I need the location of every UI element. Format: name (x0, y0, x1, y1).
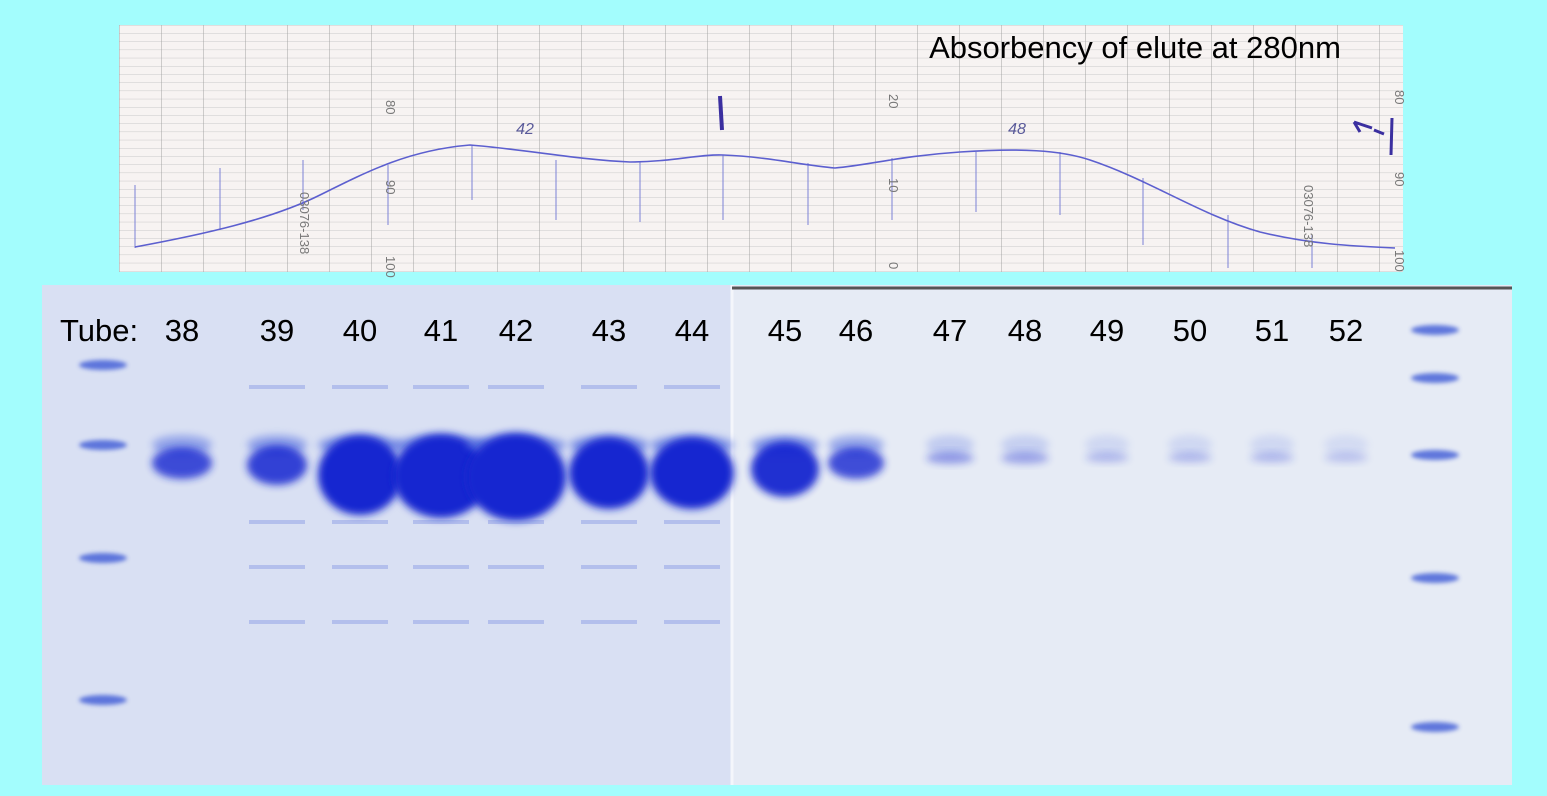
scale-label: 90 (383, 180, 398, 194)
protein-band-smear (1085, 435, 1129, 455)
protein-band (569, 437, 649, 509)
marker-band (1411, 450, 1459, 460)
gel-panel: Tube: 38 39 40 41 42 43 44 45 46 47 48 49 50 51 52 (42, 285, 1512, 785)
lane-label: 45 (768, 313, 802, 348)
lane-label: 48 (1008, 313, 1042, 348)
lane-label: 44 (675, 313, 709, 348)
minor-band (332, 385, 388, 389)
pen-mark (718, 95, 724, 131)
protein-band (926, 452, 974, 464)
lane-label: 47 (933, 313, 967, 348)
minor-band (413, 565, 469, 569)
minor-band (249, 620, 305, 624)
marker-band (1411, 325, 1459, 335)
trace-title: Absorbency of elute at 280nm (929, 30, 1341, 65)
minor-band (488, 385, 544, 389)
minor-band (664, 520, 720, 524)
lane-label: 39 (260, 313, 294, 348)
minor-band (413, 520, 469, 524)
protein-band (1324, 452, 1368, 463)
lane-label: 38 (165, 313, 199, 348)
minor-band (249, 385, 305, 389)
minor-band (249, 565, 305, 569)
gel-right (732, 285, 1512, 785)
paper-grid (119, 25, 1403, 272)
peak-label: 48 (1008, 121, 1026, 138)
pen-mark (1352, 117, 1394, 156)
marker-band (79, 440, 127, 450)
protein-band (1085, 452, 1129, 463)
absorbance-trace (134, 144, 1396, 249)
scale-label: 90 (1392, 172, 1407, 186)
protein-band-smear (926, 435, 974, 455)
paper-code: 03076-138 (1301, 185, 1316, 247)
protein-band (1001, 452, 1049, 464)
minor-band (664, 620, 720, 624)
minor-band (332, 620, 388, 624)
lane-labels: 38 39 40 41 42 43 44 45 46 47 48 49 50 51 52 (165, 313, 1363, 348)
minor-band (488, 620, 544, 624)
protein-band (466, 433, 566, 521)
marker-band (1411, 573, 1459, 583)
protein-band-smear (1324, 435, 1368, 455)
minor-band (581, 520, 637, 524)
marker-band (1411, 722, 1459, 732)
scale-label: 80 (383, 100, 398, 114)
fraction-ticks (134, 145, 1313, 268)
protein-band (828, 447, 884, 479)
scale-label: 0 (886, 262, 901, 269)
lane-label: 52 (1329, 313, 1363, 348)
minor-band (664, 385, 720, 389)
bands (79, 325, 1459, 732)
minor-band (413, 620, 469, 624)
protein-band (247, 445, 307, 485)
gel-left (42, 285, 732, 785)
lane-label: 40 (343, 313, 377, 348)
minor-band (664, 565, 720, 569)
minor-band (413, 385, 469, 389)
minor-band (581, 620, 637, 624)
marker-band (1411, 373, 1459, 383)
lane-label: 46 (839, 313, 873, 348)
protein-band-smear (1250, 435, 1294, 455)
scale-label: 10 (886, 178, 901, 192)
protein-band (751, 441, 819, 497)
protein-band (650, 437, 734, 509)
protein-band (1250, 452, 1294, 463)
lane-label: 42 (499, 313, 533, 348)
protein-band-smear (1001, 435, 1049, 455)
lane-label: 49 (1090, 313, 1124, 348)
minor-band (581, 565, 637, 569)
lane-label: 50 (1173, 313, 1207, 348)
trace-panel: Absorbency of elute at 280nm 42 48 80 90… (119, 25, 1407, 278)
lane-label: 41 (424, 313, 458, 348)
minor-band (581, 385, 637, 389)
minor-band (488, 565, 544, 569)
protein-band-smear (1168, 435, 1212, 455)
scale-label: 100 (383, 256, 398, 278)
tube-prefix: Tube: (60, 313, 138, 348)
peak-label: 42 (516, 121, 534, 138)
scale-label: 100 (1392, 250, 1407, 272)
protein-band (393, 434, 489, 518)
paper-code: 03076-138 (297, 192, 312, 254)
marker-band (79, 695, 127, 705)
protein-band (318, 435, 402, 515)
minor-band (249, 520, 305, 524)
protein-band (152, 447, 212, 479)
marker-band (79, 553, 127, 563)
scale-label: 80 (1392, 90, 1407, 104)
protein-band (1168, 452, 1212, 463)
minor-band (332, 565, 388, 569)
minor-band (332, 520, 388, 524)
scale-label: 20 (886, 94, 901, 108)
marker-band (79, 360, 127, 370)
lane-label: 51 (1255, 313, 1289, 348)
lane-label: 43 (592, 313, 626, 348)
minor-band (488, 520, 544, 524)
